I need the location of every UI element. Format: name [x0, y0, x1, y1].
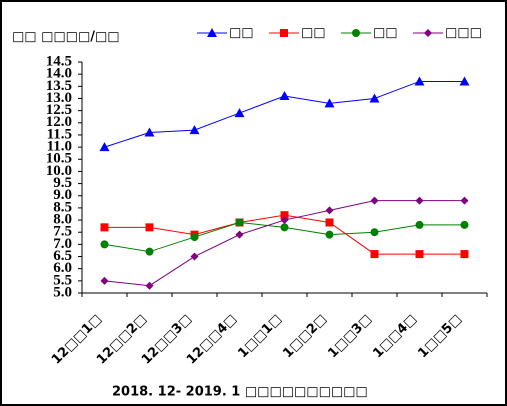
marker — [100, 276, 109, 285]
marker — [415, 196, 424, 205]
marker — [99, 142, 110, 152]
y-tick-label: 13.0 — [46, 90, 72, 106]
y-tick-label: 6.5 — [53, 248, 72, 264]
marker — [100, 240, 109, 249]
marker — [234, 108, 245, 118]
marker — [190, 233, 199, 242]
y-tick-label: 7.5 — [53, 224, 72, 240]
marker — [460, 250, 469, 259]
y-tick-label: 10.0 — [46, 163, 72, 179]
y-tick-label: 11.5 — [47, 126, 72, 142]
marker — [460, 220, 469, 229]
x-axis-title: 2018. 12- 2019. 1 □□□□□□□□□□ — [112, 385, 368, 400]
y-tick-label: 14.0 — [46, 66, 72, 82]
marker — [280, 29, 288, 37]
y-tick-label: 9.0 — [53, 187, 72, 203]
marker — [145, 223, 154, 232]
legend-label: □□□ — [445, 26, 482, 41]
marker — [235, 218, 244, 227]
y-tick-label: 8.5 — [53, 199, 72, 215]
marker — [145, 247, 154, 256]
marker — [324, 98, 335, 108]
marker — [280, 211, 289, 220]
y-tick-label: 6.0 — [53, 260, 72, 276]
marker — [370, 250, 379, 259]
marker — [189, 125, 200, 135]
y-tick-label: 12.0 — [46, 114, 72, 130]
marker — [424, 29, 432, 37]
marker — [235, 230, 244, 239]
y-tick-label: 13.5 — [46, 78, 72, 94]
marker — [279, 91, 290, 101]
legend-label: □□ — [373, 26, 398, 41]
chart-title: □□ □□□□/□□ — [12, 30, 120, 45]
marker — [415, 220, 424, 229]
y-tick-label: 14.5 — [46, 53, 72, 69]
y-tick-label: 5.5 — [53, 272, 72, 288]
legend-label: □□ — [301, 26, 326, 41]
marker — [280, 223, 289, 232]
marker — [325, 206, 334, 215]
marker — [370, 196, 379, 205]
y-tick-label: 5.0 — [53, 284, 72, 300]
y-tick-label: 9.5 — [53, 175, 72, 191]
marker — [460, 196, 469, 205]
marker — [145, 281, 154, 290]
marker — [190, 252, 199, 261]
marker — [369, 93, 380, 103]
marker — [325, 230, 334, 239]
marker — [415, 250, 424, 259]
y-tick-label: 12.5 — [46, 102, 72, 118]
legend-label: □□ — [229, 26, 254, 41]
marker — [459, 76, 470, 86]
marker — [280, 216, 289, 225]
y-tick-label: 11.0 — [47, 139, 72, 155]
marker — [100, 223, 109, 232]
marker — [325, 218, 334, 227]
y-tick-label: 10.5 — [46, 151, 72, 167]
y-tick-label: 8.0 — [53, 211, 72, 227]
marker — [144, 127, 155, 137]
marker — [207, 28, 217, 37]
marker — [370, 228, 379, 237]
y-tick-label: 7.0 — [53, 236, 72, 252]
marker — [352, 29, 360, 37]
marker — [414, 76, 425, 86]
